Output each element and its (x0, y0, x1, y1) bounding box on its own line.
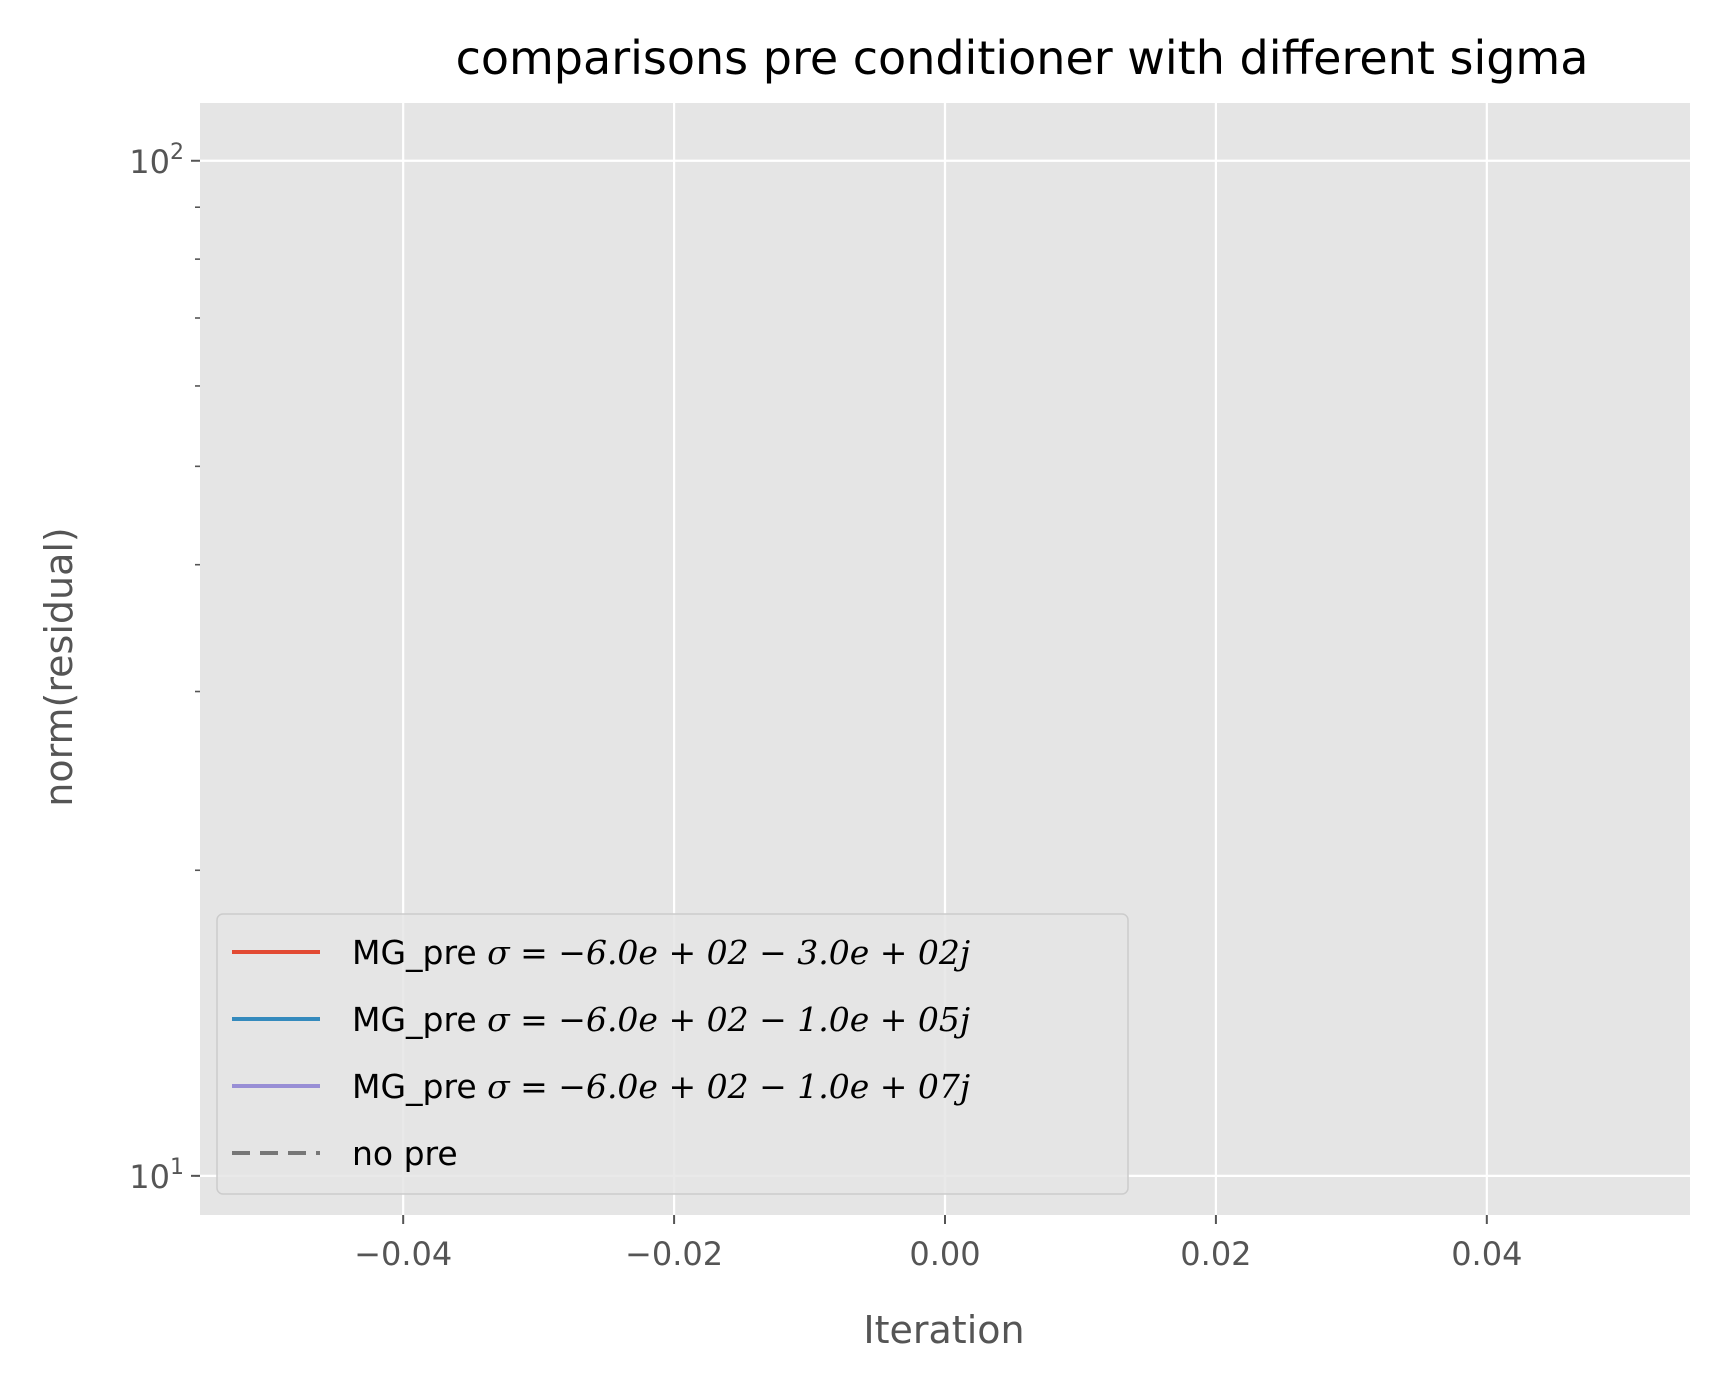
x-tick-label: −0.04 (354, 1235, 452, 1273)
legend: MG_pre σ = −6.0e + 02 − 3.0e + 02j MG_pre… (216, 913, 1129, 1195)
x-axis-label: Iteration (863, 1308, 1024, 1352)
legend-label: no pre (352, 1134, 458, 1173)
chart-title: comparisons pre conditioner with differe… (456, 31, 1589, 85)
legend-label: MG_pre σ = −6.0e + 02 − 1.0e + 05j (352, 1000, 970, 1039)
x-tick-label: −0.02 (625, 1235, 723, 1273)
x-axis-ticks: −0.04 −0.02 0.00 0.02 0.04 (354, 1215, 1522, 1273)
y-axis-ticks: 101 102 (129, 140, 200, 1196)
x-tick-label: 0.02 (1180, 1235, 1251, 1273)
x-tick-label: 0.04 (1451, 1235, 1522, 1273)
x-tick-label: 0.00 (909, 1235, 980, 1273)
legend-box (216, 913, 1129, 1195)
y-tick-label: 101 (129, 1155, 184, 1196)
legend-label: MG_pre σ = −6.0e + 02 − 1.0e + 07j (352, 1067, 970, 1106)
y-tick-label: 102 (129, 140, 184, 181)
y-axis-label: norm(residual) (37, 527, 81, 807)
legend-label: MG_pre σ = −6.0e + 02 − 3.0e + 02j (352, 933, 970, 972)
